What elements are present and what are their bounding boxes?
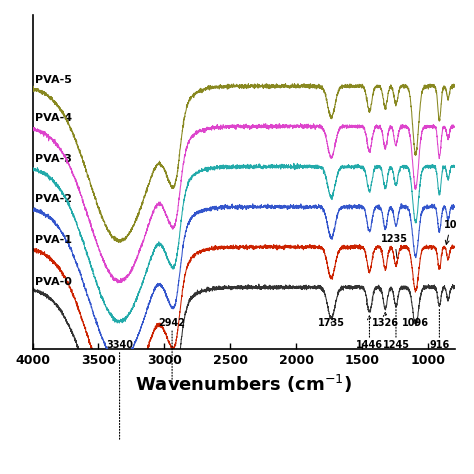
Text: PVA-4: PVA-4 xyxy=(35,113,72,123)
Text: PVA-0: PVA-0 xyxy=(35,277,72,287)
Text: PVA-3: PVA-3 xyxy=(35,154,72,164)
Text: PVA-2: PVA-2 xyxy=(35,194,72,204)
Text: 1446: 1446 xyxy=(356,316,383,350)
X-axis label: Wavenumbers (cm$^{-1}$): Wavenumbers (cm$^{-1}$) xyxy=(135,373,352,395)
Text: PVA-1: PVA-1 xyxy=(35,235,72,245)
Text: 1326: 1326 xyxy=(372,312,399,328)
Text: 1245: 1245 xyxy=(383,307,410,350)
Text: 1235: 1235 xyxy=(381,234,408,258)
Text: 3340: 3340 xyxy=(106,340,133,440)
Text: 1096: 1096 xyxy=(402,318,429,328)
Text: 2942: 2942 xyxy=(159,318,186,385)
Text: 1735: 1735 xyxy=(318,318,345,328)
Text: PVA-5: PVA-5 xyxy=(35,75,72,85)
Text: 10: 10 xyxy=(444,219,457,245)
Text: 916: 916 xyxy=(429,309,449,350)
